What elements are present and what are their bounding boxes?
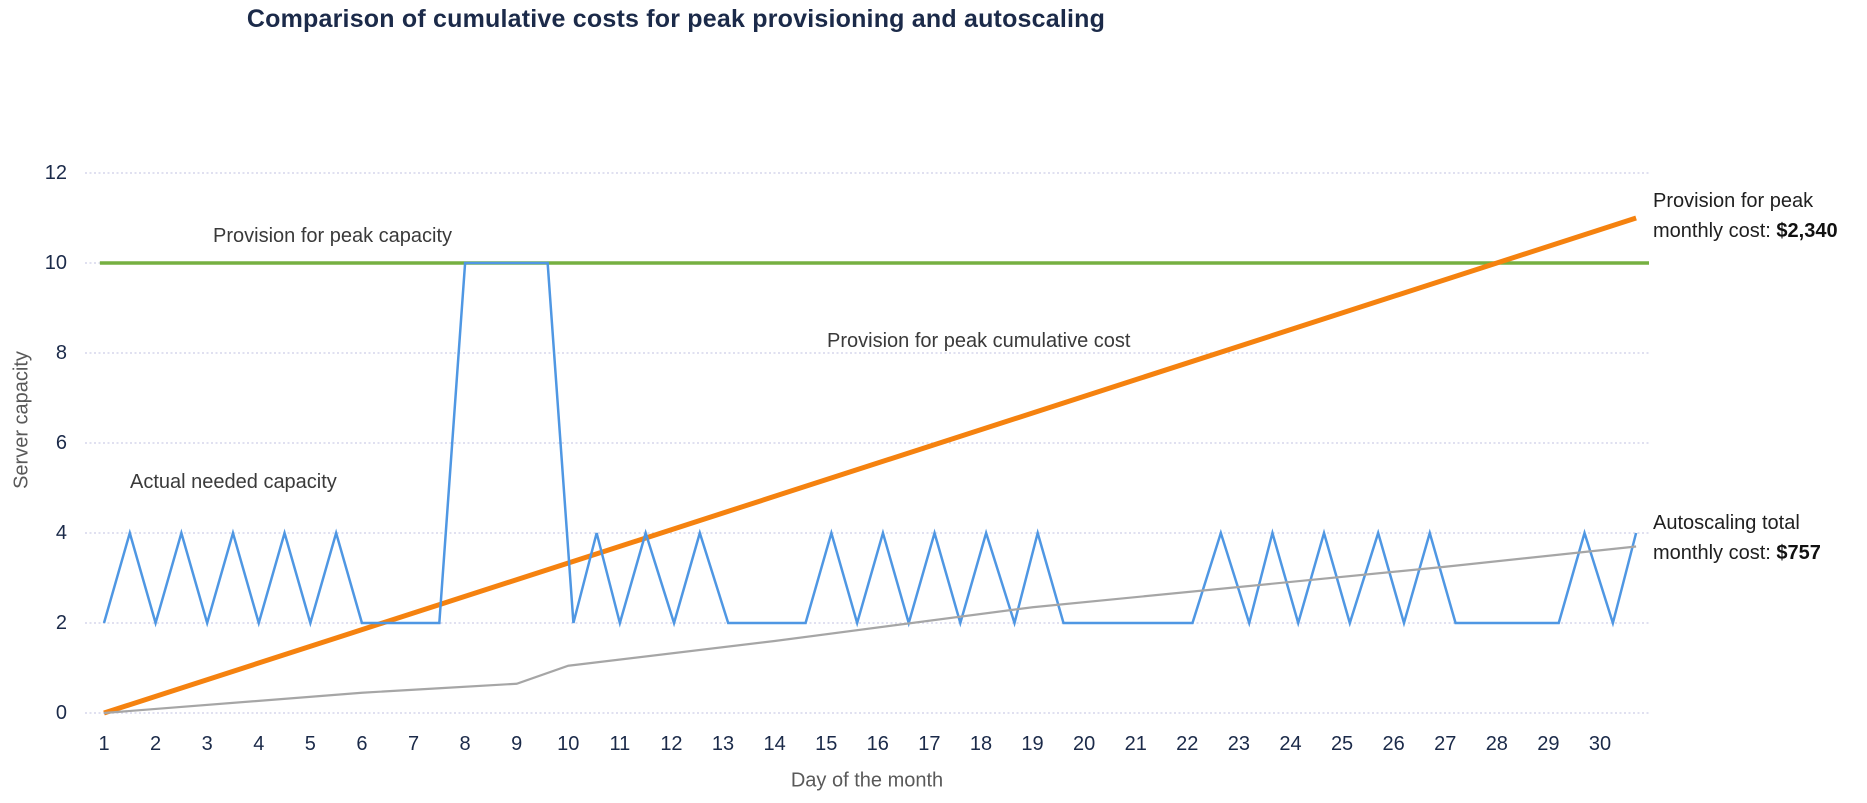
x-tick-5: 5 [304,733,316,755]
peak-capacity-line-label: Provision for peak capacity [213,225,453,247]
y-tick-0: 0 [55,702,67,724]
y-tick-8: 8 [55,342,67,364]
chart-title: Comparison of cumulative costs for peak … [246,5,1106,33]
x-tick-13: 13 [711,733,735,755]
y-tick-10: 10 [44,252,67,274]
x-tick-4: 4 [253,733,265,755]
peak-cumulative-line-label: Provision for peak cumulative cost [827,330,1131,352]
x-tick-21: 21 [1124,733,1147,755]
y-tick-2: 2 [55,612,67,634]
x-tick-6: 6 [356,733,368,755]
peak-monthly-line1: Provision for peak [1653,190,1814,212]
peak-monthly-cost-annotation: Provision for peak monthly cost: $2,340 [1653,186,1838,246]
x-tick-30: 30 [1588,733,1612,755]
series-actual-needed-capacity [102,261,1638,628]
y-tick-12: 12 [44,162,67,184]
x-tick-8: 8 [459,733,471,755]
peak-monthly-value: $2,340 [1776,220,1838,242]
x-tick-22: 22 [1176,733,1199,755]
x-tick-19: 19 [1021,733,1044,755]
autoscaling-monthly-line2-prefix: monthly cost: [1653,542,1777,564]
autoscaling-monthly-line1: Autoscaling total [1653,512,1800,534]
x-tick-14: 14 [763,733,786,755]
x-tick-16: 16 [866,733,889,755]
x-tick-15: 15 [815,733,838,755]
x-tick-27: 27 [1434,733,1457,755]
x-tick-11: 11 [609,733,631,755]
peak-monthly-line2-prefix: monthly cost: [1653,220,1777,242]
autoscaling-monthly-cost-annotation: Autoscaling total monthly cost: $757 [1653,508,1821,568]
x-tick-2: 2 [150,733,162,755]
y-axis-title: Server capacity [10,351,33,489]
x-tick-28: 28 [1485,733,1508,755]
series-provision-for-peak-cumulative-cost [103,215,1637,716]
y-tick-4: 4 [55,522,67,544]
x-tick-29: 29 [1537,733,1560,755]
x-axis-title: Day of the month [790,769,944,792]
actual-capacity-line-label: Actual needed capacity [130,471,337,493]
series-autoscaling-cumulative-cost [103,545,1637,715]
x-tick-23: 23 [1227,733,1251,755]
x-tick-20: 20 [1073,733,1096,755]
x-tick-7: 7 [407,733,420,755]
y-tick-6: 6 [55,432,67,454]
x-tick-24: 24 [1279,733,1302,755]
x-tick-18: 18 [969,733,993,755]
x-tick-26: 26 [1382,733,1405,755]
x-tick-3: 3 [201,733,213,755]
x-tick-17: 17 [918,733,941,755]
x-tick-9: 9 [511,733,523,755]
x-tick-1: 1 [98,733,110,755]
x-tick-25: 25 [1330,733,1354,755]
x-tick-10: 10 [557,733,580,755]
x-tick-12: 12 [660,733,683,755]
autoscaling-monthly-value: $757 [1776,542,1821,564]
